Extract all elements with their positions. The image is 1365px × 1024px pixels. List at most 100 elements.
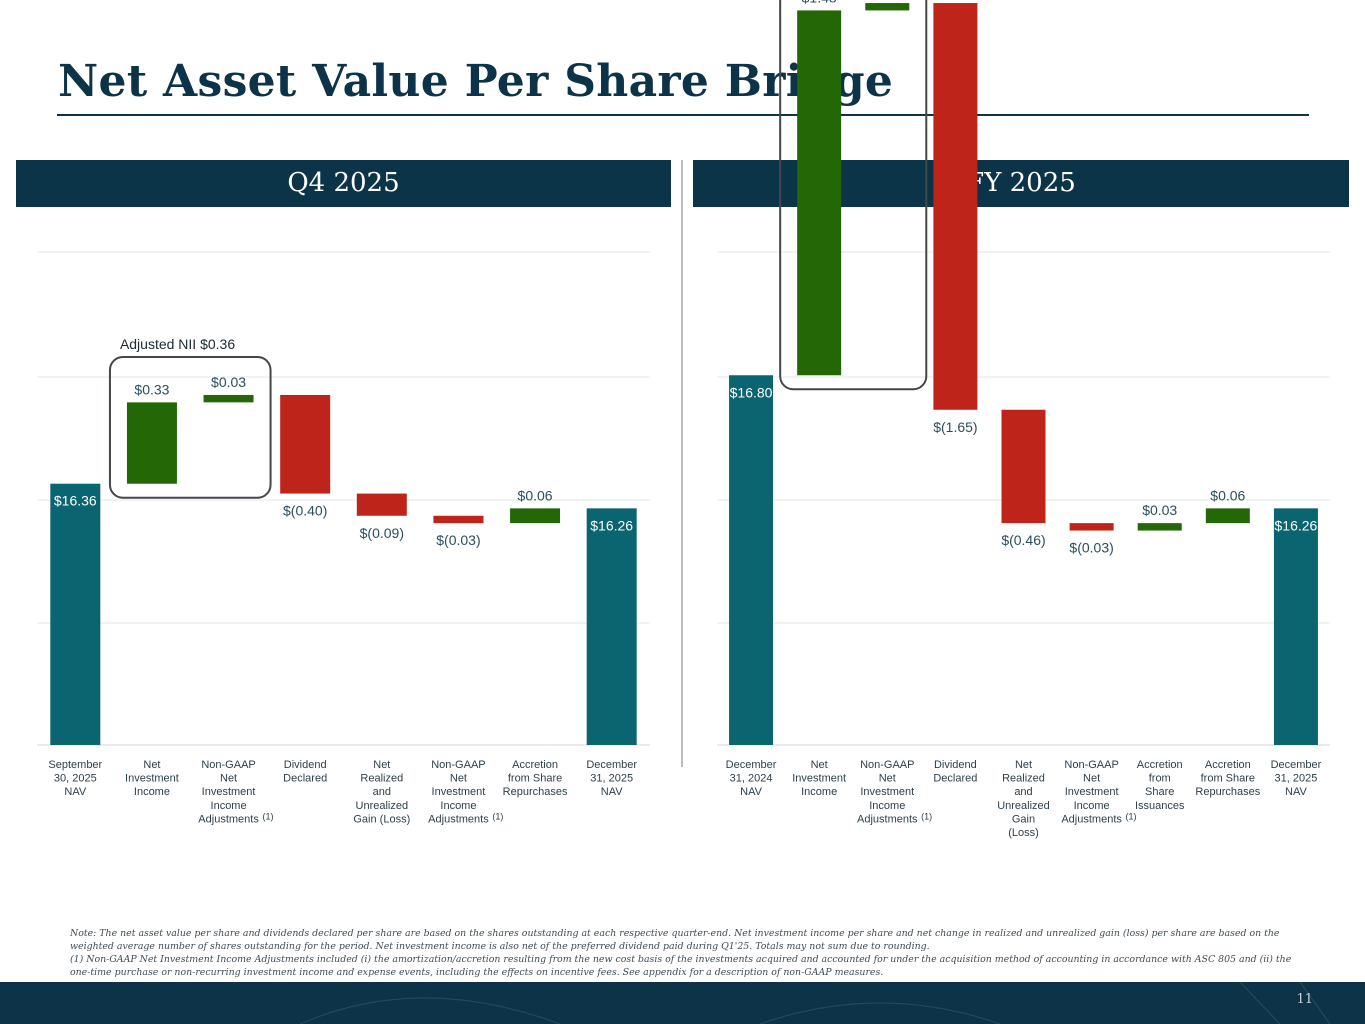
category-label-line: (Loss) xyxy=(1008,827,1039,839)
category-label-7: Accretion from Share Repurchases xyxy=(1195,759,1260,798)
value-label-2: $0.03 xyxy=(211,374,246,390)
bar-6 xyxy=(1137,523,1182,531)
category-label-3: Dividend Declared xyxy=(933,759,977,785)
bar-7 xyxy=(1205,508,1250,524)
category-label-line: Unrealized xyxy=(356,800,409,812)
category-label-1: Net Investment Income xyxy=(125,759,179,798)
value-label-3: $(0.40) xyxy=(283,503,327,519)
category-label-line: Income xyxy=(211,800,247,812)
category-label-line: Repurchases xyxy=(503,786,568,798)
category-label-line: December xyxy=(1271,759,1322,771)
bar-4 xyxy=(1001,409,1046,524)
value-label-7: $0.06 xyxy=(1210,487,1245,503)
category-label-5: Non-GAAP Net Investment Income Adjustments xyxy=(428,759,489,825)
category-label-line: Net xyxy=(450,773,467,785)
bar-0 xyxy=(729,375,774,745)
category-label-line: Income xyxy=(134,786,170,798)
category-label-line: September xyxy=(48,759,102,771)
category-label-4: Net Realized and Unrealized Gain (Loss) xyxy=(997,759,1050,839)
category-label-line: Income xyxy=(440,800,476,812)
footnote-marker-2: (1) xyxy=(262,811,273,821)
panel-divider xyxy=(681,160,683,767)
adjusted-nii-box xyxy=(108,355,272,499)
category-label-line: Non-GAAP xyxy=(860,759,914,771)
category-label-6: Accretion from Share Issuances xyxy=(1135,759,1185,812)
category-label-line: Declared xyxy=(933,773,977,785)
category-label-line: Unrealized xyxy=(997,800,1050,812)
category-label-5: Non-GAAP Net Investment Income Adjustments xyxy=(1061,759,1122,825)
category-label-line: Accretion xyxy=(512,759,558,771)
category-label-line: Net xyxy=(373,759,390,771)
bar-4 xyxy=(356,493,407,516)
category-label-line: Accretion xyxy=(1205,759,1251,771)
page-title: Net Asset Value Per Share Bridge xyxy=(58,56,894,107)
category-label-line: Adjustments xyxy=(198,813,259,825)
bar-5 xyxy=(433,515,484,524)
value-label-0: $16.36 xyxy=(54,493,97,509)
category-label-line: from xyxy=(1149,773,1171,785)
category-label-line: 31, 2025 xyxy=(1275,773,1318,785)
category-label-line: NAV xyxy=(64,786,86,798)
bar-2 xyxy=(865,3,910,11)
category-label-7: December 31, 2025 NAV xyxy=(586,759,637,798)
footnote-marker-2: (1) xyxy=(921,811,932,821)
bar-8 xyxy=(1273,508,1318,745)
bar-1 xyxy=(126,402,177,484)
category-label-line: Non-GAAP xyxy=(1064,759,1118,771)
bar-0 xyxy=(50,483,101,745)
category-label-line: 31, 2025 xyxy=(590,773,633,785)
category-label-line: from Share xyxy=(1201,773,1255,785)
category-label-1: Net Investment Income xyxy=(792,759,846,798)
category-label-line: Investment xyxy=(125,773,179,785)
category-label-2: Non-GAAP Net Investment Income Adjustments xyxy=(198,759,259,825)
category-label-line: Gain (Loss) xyxy=(353,813,410,825)
category-label-line: Non-GAAP xyxy=(201,759,255,771)
category-label-line: December xyxy=(586,759,637,771)
category-label-line: 30, 2025 xyxy=(54,773,97,785)
page-number: 11 xyxy=(1296,992,1313,1007)
category-label-6: Accretion from Share Repurchases xyxy=(503,759,568,798)
category-label-8: December 31, 2025 NAV xyxy=(1271,759,1322,798)
category-label-line: Investment xyxy=(432,786,486,798)
category-label-line: Net xyxy=(811,759,828,771)
category-label-line: Non-GAAP xyxy=(431,759,485,771)
category-label-line: and xyxy=(1014,786,1032,798)
category-label-3: Dividend Declared xyxy=(283,759,327,785)
category-label-line: Investment xyxy=(860,786,914,798)
category-label-line: December xyxy=(726,759,777,771)
value-label-0: $16.80 xyxy=(730,384,773,400)
category-label-line: Income xyxy=(801,786,837,798)
value-label-6: $0.03 xyxy=(1142,502,1177,518)
value-label-7: $16.26 xyxy=(590,517,633,533)
category-label-line: Income xyxy=(869,800,905,812)
adjusted-nii-label: Adjusted NII $0.36 xyxy=(120,336,235,352)
footnote-note: Note: The net asset value per share and … xyxy=(70,928,1280,952)
category-label-line: Repurchases xyxy=(1195,786,1260,798)
value-label-3: $(1.65) xyxy=(933,419,977,435)
footer-band xyxy=(0,982,1365,1024)
bar-3 xyxy=(280,394,331,494)
category-label-line: Realized xyxy=(1002,773,1045,785)
category-label-line: Adjustments xyxy=(857,813,918,825)
category-label-0: September 30, 2025 NAV xyxy=(48,759,102,798)
value-label-6: $0.06 xyxy=(518,487,553,503)
category-label-line: Accretion xyxy=(1137,759,1183,771)
adjusted-nii-box xyxy=(779,0,928,391)
value-label-8: $16.26 xyxy=(1275,517,1318,533)
value-label-4: $(0.46) xyxy=(1001,532,1045,548)
category-label-line: Issuances xyxy=(1135,800,1185,812)
category-label-line: Net xyxy=(220,773,237,785)
category-label-line: Investment xyxy=(792,773,846,785)
category-label-line: Net xyxy=(879,773,896,785)
category-label-line: Net xyxy=(1083,773,1100,785)
footnote-marker-5: (1) xyxy=(492,811,503,821)
category-label-line: Dividend xyxy=(934,759,977,771)
category-label-line: NAV xyxy=(740,786,762,798)
value-label-1: $1.48 xyxy=(802,0,837,5)
value-label-1: $0.33 xyxy=(134,381,169,397)
category-label-2: Non-GAAP Net Investment Income Adjustments xyxy=(857,759,918,825)
category-label-line: Adjustments xyxy=(1061,813,1122,825)
value-label-5: $(0.03) xyxy=(436,532,480,548)
